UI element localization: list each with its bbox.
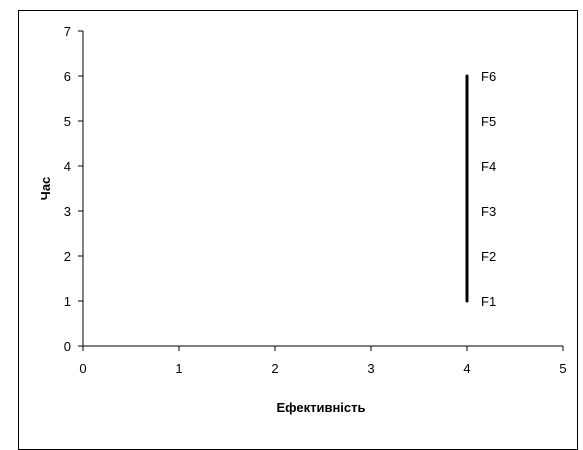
- data-point-label: F5: [481, 114, 496, 129]
- x-tick-label: 0: [79, 361, 86, 376]
- x-tick-label: 2: [271, 361, 278, 376]
- data-point-label: F6: [481, 69, 496, 84]
- data-point-label: F1: [481, 294, 496, 309]
- y-tick-label: 4: [64, 159, 71, 174]
- point-labels: F1 F2 F3 F4 F5 F6: [481, 69, 496, 309]
- data-point-label: F3: [481, 204, 496, 219]
- x-tick-label: 1: [175, 361, 182, 376]
- chart-canvas: 0 1 2 3 4 5 6 7 0 1 2 3 4 5 F1 F2 F3 F4 F5 F6 Ефективність…: [38, 24, 567, 415]
- data-point-label: F4: [481, 159, 496, 174]
- x-tick-label: 5: [559, 361, 566, 376]
- ticks: 0 1 2 3 4 5 6 7 0 1 2 3 4 5: [64, 24, 567, 376]
- x-tick-label: 3: [367, 361, 374, 376]
- y-tick-label: 2: [64, 249, 71, 264]
- y-tick-label: 6: [64, 69, 71, 84]
- axes: [82, 31, 563, 347]
- y-axis-title: Час: [38, 177, 53, 201]
- y-tick-label: 5: [64, 114, 71, 129]
- x-axis-title: Ефективність: [276, 400, 365, 415]
- x-tick-label: 4: [463, 361, 470, 376]
- y-tick-label: 1: [64, 294, 71, 309]
- y-tick-label: 3: [64, 204, 71, 219]
- y-tick-label: 7: [64, 24, 71, 39]
- data-point-label: F2: [481, 249, 496, 264]
- y-tick-label: 0: [64, 339, 71, 354]
